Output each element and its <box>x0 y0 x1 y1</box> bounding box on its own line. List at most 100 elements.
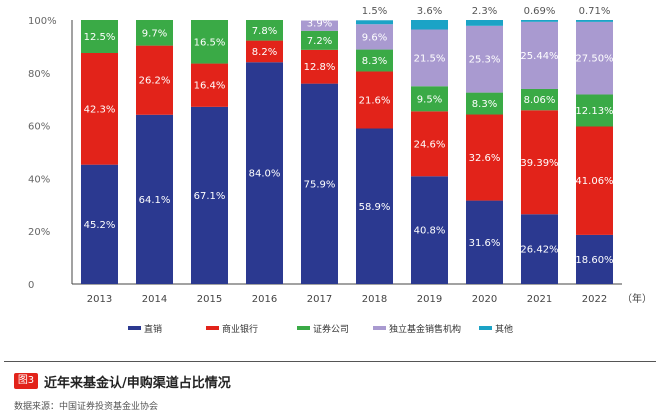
data-label: 67.1% <box>194 191 226 202</box>
bar-segment <box>191 20 228 64</box>
data-label: 32.6% <box>469 153 501 164</box>
bar-segment <box>466 200 503 284</box>
divider-line <box>4 361 656 362</box>
data-label: 8.2% <box>252 47 277 58</box>
bar-segment <box>521 21 558 89</box>
bar-segment <box>356 20 393 25</box>
bar-segment <box>246 40 283 63</box>
data-label: 3.9% <box>307 19 332 30</box>
legend-label: 商业银行 <box>222 323 258 335</box>
data-label: 58.9% <box>359 202 391 213</box>
legend-label: 其他 <box>495 323 513 335</box>
x-tick-label: 2017 <box>307 294 332 305</box>
data-label: 24.6% <box>414 139 446 150</box>
data-source-note: 数据来源：中国证券投资基金业协会 <box>14 402 159 412</box>
legend-swatch <box>373 326 386 330</box>
data-label: 1.5% <box>362 6 387 17</box>
x-tick-label: 2014 <box>142 294 167 305</box>
data-label: 21.5% <box>414 53 446 64</box>
bar-segment <box>81 53 118 165</box>
y-tick-label: 100% <box>28 16 57 27</box>
bar-segment <box>356 128 393 284</box>
data-label: 25.44% <box>520 51 558 62</box>
data-label: 31.6% <box>469 238 501 249</box>
data-label: 42.3% <box>84 104 116 115</box>
bar-segment <box>521 20 558 22</box>
bar-segment <box>466 92 503 115</box>
data-label: 12.13% <box>575 106 613 117</box>
data-label: 21.6% <box>359 95 391 106</box>
bar-segment <box>356 49 393 72</box>
x-tick-label: 2018 <box>362 294 387 305</box>
bar-segment <box>466 114 503 201</box>
bar-segment <box>411 111 448 177</box>
x-tick-label: 2022 <box>582 294 607 305</box>
data-label: 26.2% <box>139 76 171 87</box>
data-label: 16.5% <box>194 37 226 48</box>
bar-segment <box>301 20 338 31</box>
bar-segment <box>411 20 448 30</box>
legend-label: 证券公司 <box>313 323 349 335</box>
y-tick-label: 0 <box>28 280 34 291</box>
bar-segment <box>136 20 173 46</box>
data-label: 9.5% <box>417 94 442 105</box>
data-label: 16.4% <box>194 81 226 92</box>
bar-segment <box>576 126 613 235</box>
data-label: 9.7% <box>142 28 167 39</box>
bar-segment <box>81 164 118 284</box>
data-label: 26.42% <box>520 245 558 256</box>
data-label: 7.8% <box>252 26 277 37</box>
data-label: 7.2% <box>307 36 332 47</box>
y-tick-label: 40% <box>28 174 50 185</box>
bar-segment <box>246 62 283 284</box>
bar-segment <box>576 94 613 127</box>
bar-segment <box>301 49 338 84</box>
bar-segment <box>191 63 228 107</box>
y-tick-label: 60% <box>28 122 50 133</box>
x-tick-label: 2021 <box>527 294 552 305</box>
data-label: 75.9% <box>304 179 336 190</box>
bar-segment <box>411 86 448 112</box>
bar-segment <box>521 88 558 111</box>
bar-segment <box>81 20 118 53</box>
bar-segment <box>521 214 558 284</box>
bar-segment <box>411 29 448 87</box>
data-label: 41.06% <box>575 176 613 187</box>
legend-label: 独立基金销售机构 <box>389 323 461 335</box>
bar-segment <box>301 83 338 285</box>
x-tick-label: 2015 <box>197 294 222 305</box>
x-tick-label: 2020 <box>472 294 497 305</box>
data-label: 39.39% <box>520 158 558 169</box>
data-label: 25.3% <box>469 55 501 66</box>
data-label: 8.3% <box>472 99 497 110</box>
y-tick-label: 20% <box>28 227 50 238</box>
legend-label: 直销 <box>144 323 162 335</box>
stacked-bar-chart: 0 20% 40% 60% 80% 100% 45.2% 42.3% 12.5% 2013 64.1… <box>28 6 652 335</box>
legend-swatch <box>206 326 219 330</box>
data-label: 9.6% <box>362 32 387 43</box>
x-tick-label: 2013 <box>87 294 112 305</box>
bar-segment <box>136 45 173 115</box>
x-tick-label: 2019 <box>417 294 442 305</box>
x-tick-label: 2016 <box>252 294 277 305</box>
data-label: 64.1% <box>139 195 171 206</box>
bar-segment <box>246 20 283 41</box>
data-label: 84.0% <box>249 169 281 180</box>
bar-segment <box>521 110 558 215</box>
y-tick-label: 80% <box>28 69 50 80</box>
bar-segment <box>411 176 448 284</box>
figure-number-badge: 图3 <box>14 373 38 389</box>
data-label: 27.50% <box>575 54 613 65</box>
data-label: 8.06% <box>524 95 556 106</box>
bar-segment <box>576 20 613 22</box>
data-label: 2.3% <box>472 6 497 17</box>
figure-title: 近年来基金认/申购渠道占比情况 <box>44 376 231 391</box>
data-label: 0.69% <box>524 6 556 17</box>
data-label: 40.8% <box>414 226 446 237</box>
bar-segment <box>466 20 503 26</box>
data-label: 0.71% <box>579 6 611 17</box>
data-label: 12.5% <box>84 32 116 43</box>
bar-segment <box>356 71 393 129</box>
bar-segment <box>466 25 503 93</box>
data-label: 3.6% <box>417 6 442 17</box>
